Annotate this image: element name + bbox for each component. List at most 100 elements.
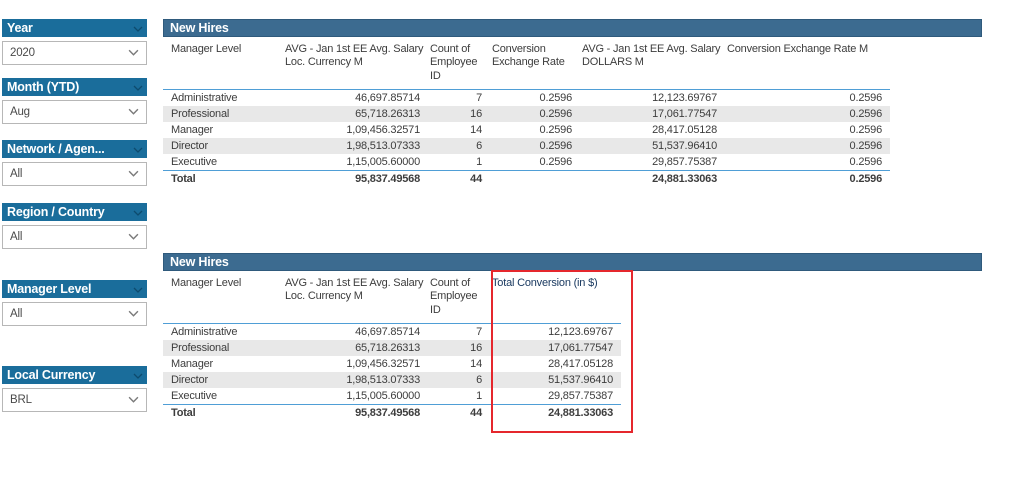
chevron-down-icon xyxy=(128,308,139,320)
column-header[interactable]: AVG - Jan 1st EE Avg. Salary Loc. Curren… xyxy=(285,277,424,303)
table-row: Director 1,98,513.07333 6 0.2596 51,537.9641… xyxy=(163,138,890,155)
total-cell: 44 xyxy=(470,173,482,186)
table-cell: Director xyxy=(171,140,208,153)
table-title-text: New Hires xyxy=(170,21,229,35)
table-cell: 28,417.05128 xyxy=(548,358,613,371)
filter-header-manager-level[interactable]: Manager Level xyxy=(2,280,147,298)
table-cell: Administrative xyxy=(171,326,238,339)
filter-header-local-currency[interactable]: Local Currency xyxy=(2,366,147,384)
table-cell: 1,09,456.32571 xyxy=(346,358,420,371)
table-cell: 1,98,513.07333 xyxy=(346,374,420,387)
table-cell: 16 xyxy=(470,342,482,355)
filter-selected-value: Aug xyxy=(10,106,30,118)
column-header[interactable]: AVG - Jan 1st EE Avg. Salary Loc. Curren… xyxy=(285,43,424,69)
table-cell: Manager xyxy=(171,358,214,371)
table-row: Professional 65,718.26313 16 0.2596 17,061.7… xyxy=(163,106,890,123)
filter-title: Local Currency xyxy=(7,368,96,382)
new-hires-table-1: New Hires Manager Level AVG - Jan 1st EE A… xyxy=(163,19,982,188)
chevron-down-icon xyxy=(128,394,139,406)
table-cell: Manager xyxy=(171,124,214,137)
table-cell: 0.2596 xyxy=(539,92,573,105)
column-header[interactable]: Conversion Exchange Rate M xyxy=(727,43,868,55)
chevron-down-icon xyxy=(128,231,139,243)
table-cell: 46,697.85714 xyxy=(355,92,420,105)
chevron-down-icon xyxy=(133,368,143,382)
table-cell: 17,061.77547 xyxy=(548,342,613,355)
new-hires-table-2: New Hires Manager Level AVG - Jan 1st EE A… xyxy=(163,253,982,422)
column-header[interactable]: Conversion Exchange Rate xyxy=(492,43,565,69)
filter-selected-value: All xyxy=(10,308,23,320)
filter-selected-value: All xyxy=(10,231,23,243)
filter-header-network-agency[interactable]: Network / Agen... xyxy=(2,140,147,158)
table-cell: 0.2596 xyxy=(539,156,573,169)
filter-dropdown-year[interactable]: 2020 xyxy=(2,41,147,65)
table-cell: 6 xyxy=(476,140,482,153)
filter-dropdown-month-ytd[interactable]: Aug xyxy=(2,100,147,124)
column-header[interactable]: Manager Level xyxy=(171,277,242,289)
table-cell: 7 xyxy=(476,92,482,105)
table-title-bar: New Hires xyxy=(163,253,982,271)
table-title-text: New Hires xyxy=(170,255,229,269)
column-header[interactable]: AVG - Jan 1st EE Avg. Salary DOLLARS M xyxy=(582,43,721,69)
column-header[interactable]: Count of Employee ID xyxy=(430,277,478,316)
table-cell: 0.2596 xyxy=(849,156,883,169)
table-cell: 6 xyxy=(476,374,482,387)
table-cell: 46,697.85714 xyxy=(355,326,420,339)
data-table: Manager Level AVG - Jan 1st EE Avg. Salar… xyxy=(163,274,621,422)
total-cell: 0.2596 xyxy=(849,173,883,186)
table-cell: 28,417.05128 xyxy=(652,124,717,137)
table-cell: 51,537.96410 xyxy=(548,374,613,387)
table-cell: 29,857.75387 xyxy=(652,156,717,169)
table-cell: Professional xyxy=(171,342,230,355)
filter-selected-value: All xyxy=(10,168,23,180)
table-row: Professional 65,718.26313 16 17,061.77547 xyxy=(163,340,621,357)
total-cell: 24,881.33063 xyxy=(652,173,717,186)
header-row: Manager Level AVG - Jan 1st EE Avg. Salar… xyxy=(163,274,621,324)
column-header[interactable]: Total Conversion (in $) xyxy=(492,277,598,289)
filter-header-region-country[interactable]: Region / Country xyxy=(2,203,147,221)
chevron-down-icon xyxy=(133,142,143,156)
table-cell: 16 xyxy=(470,108,482,121)
total-cell: Total xyxy=(171,173,196,186)
header-row: Manager Level AVG - Jan 1st EE Avg. Salar… xyxy=(163,40,890,90)
table-cell: 1,15,005.60000 xyxy=(346,156,420,169)
table-row: Director 1,98,513.07333 6 51,537.96410 xyxy=(163,372,621,389)
table-cell: 1 xyxy=(476,390,482,403)
table-row: Manager 1,09,456.32571 14 0.2596 28,417.0512… xyxy=(163,122,890,138)
column-header[interactable]: Count of Employee ID xyxy=(430,43,478,82)
table-cell: 14 xyxy=(470,358,482,371)
table-cell: 1,15,005.60000 xyxy=(346,390,420,403)
filter-title: Year xyxy=(7,21,33,35)
filter-selected-value: BRL xyxy=(10,394,32,406)
filter-title: Region / Country xyxy=(7,205,105,219)
table-cell: 29,857.75387 xyxy=(548,390,613,403)
filter-dropdown-network-agency[interactable]: All xyxy=(2,162,147,186)
chevron-down-icon xyxy=(128,47,139,59)
filter-title: Network / Agen... xyxy=(7,142,105,156)
table-cell: 0.2596 xyxy=(539,140,573,153)
chevron-down-icon xyxy=(133,205,143,219)
table-cell: 1,09,456.32571 xyxy=(346,124,420,137)
table-row: Executive 1,15,005.60000 1 0.2596 29,857.753… xyxy=(163,154,890,171)
table-cell: 12,123.69767 xyxy=(652,92,717,105)
chevron-down-icon xyxy=(133,282,143,296)
total-cell: 24,881.33063 xyxy=(548,407,613,420)
filter-header-month-ytd[interactable]: Month (YTD) xyxy=(2,78,147,96)
column-header[interactable]: Manager Level xyxy=(171,43,242,55)
filter-dropdown-local-currency[interactable]: BRL xyxy=(2,388,147,412)
filter-dropdown-region-country[interactable]: All xyxy=(2,225,147,249)
total-cell: Total xyxy=(171,407,196,420)
filter-header-year[interactable]: Year xyxy=(2,19,147,37)
total-row: Total 95,837.49568 44 24,881.33063 0.2596 xyxy=(163,170,890,188)
chevron-down-icon xyxy=(128,168,139,180)
table-cell: 1 xyxy=(476,156,482,169)
filter-year: Year 2020 xyxy=(2,19,147,65)
total-cell: 95,837.49568 xyxy=(355,407,420,420)
table-cell: Executive xyxy=(171,156,217,169)
table-cell: 0.2596 xyxy=(849,140,883,153)
filter-network-agency: Network / Agen... All xyxy=(2,140,147,186)
table-cell: 17,061.77547 xyxy=(652,108,717,121)
filter-dropdown-manager-level[interactable]: All xyxy=(2,302,147,326)
table-cell: 0.2596 xyxy=(539,124,573,137)
total-cell: 95,837.49568 xyxy=(355,173,420,186)
